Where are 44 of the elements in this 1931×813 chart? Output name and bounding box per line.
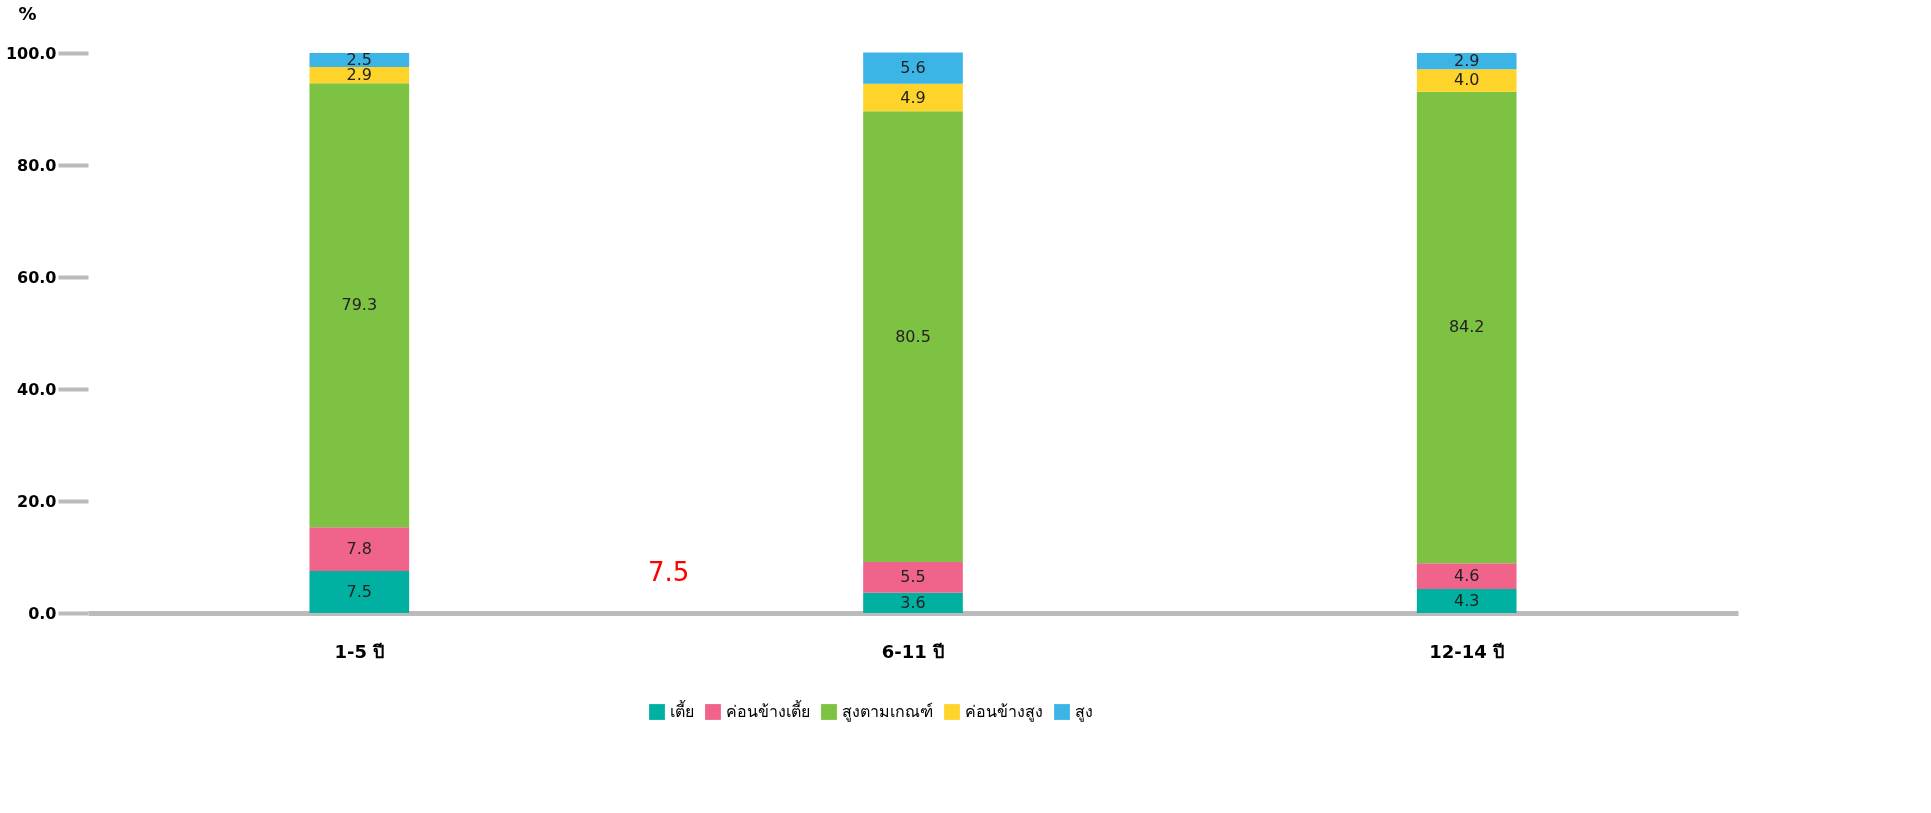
data-label: 2.9 xyxy=(1453,51,1480,71)
y-tick-label: 80.0 xyxy=(17,155,57,175)
bar xyxy=(863,52,963,84)
legend-label: ค่อนข้างเตี้ย xyxy=(726,700,810,721)
annotation: 7.5 xyxy=(648,557,690,587)
y-tick-label: 100.0 xyxy=(5,43,57,63)
data-label: 79.3 xyxy=(341,295,378,315)
bar xyxy=(309,527,410,571)
data-label: 7.5 xyxy=(346,582,373,601)
y-tick-label: 0.0 xyxy=(28,603,57,623)
data-label: 7.8 xyxy=(346,539,373,559)
bar xyxy=(1416,69,1517,92)
y-tick-label: 60.0 xyxy=(17,267,57,287)
x-tick-label: 6-11 ปี xyxy=(881,640,945,662)
data-label: 5.6 xyxy=(900,58,926,78)
data-label: 80.5 xyxy=(895,326,931,346)
bar xyxy=(863,111,963,563)
bar xyxy=(309,67,410,84)
bar xyxy=(309,83,410,528)
bar xyxy=(1416,563,1517,589)
data-label: 3.6 xyxy=(900,592,926,612)
data-label: 4.9 xyxy=(900,87,926,107)
data-label: 4.6 xyxy=(1453,566,1480,586)
bar xyxy=(309,571,410,613)
legend-label: ค่อนข้างสูง xyxy=(965,702,1043,722)
x-tick-label: 1-5 ปี xyxy=(334,640,385,662)
legend-label: เตี้ย xyxy=(670,700,694,721)
data-label: 4.3 xyxy=(1453,590,1480,610)
legend-label: สูง xyxy=(1075,702,1093,722)
y-tick-label: 40.0 xyxy=(17,379,57,399)
bar xyxy=(863,592,963,613)
bar xyxy=(863,562,963,593)
data-label: 5.5 xyxy=(900,567,926,587)
bar xyxy=(1416,588,1517,613)
x-tick-label: 12-14 ปี xyxy=(1429,640,1505,662)
bar xyxy=(1416,53,1517,70)
y-tick-label: 20.0 xyxy=(17,491,57,511)
bar xyxy=(863,83,963,112)
bar xyxy=(1416,91,1517,564)
y-axis-title: % xyxy=(18,2,37,24)
legend-label: สูงตามเกณฑ์ xyxy=(842,702,933,722)
data-label: 84.2 xyxy=(1448,317,1485,337)
bar xyxy=(309,53,410,67)
data-label: 4.0 xyxy=(1453,70,1480,90)
